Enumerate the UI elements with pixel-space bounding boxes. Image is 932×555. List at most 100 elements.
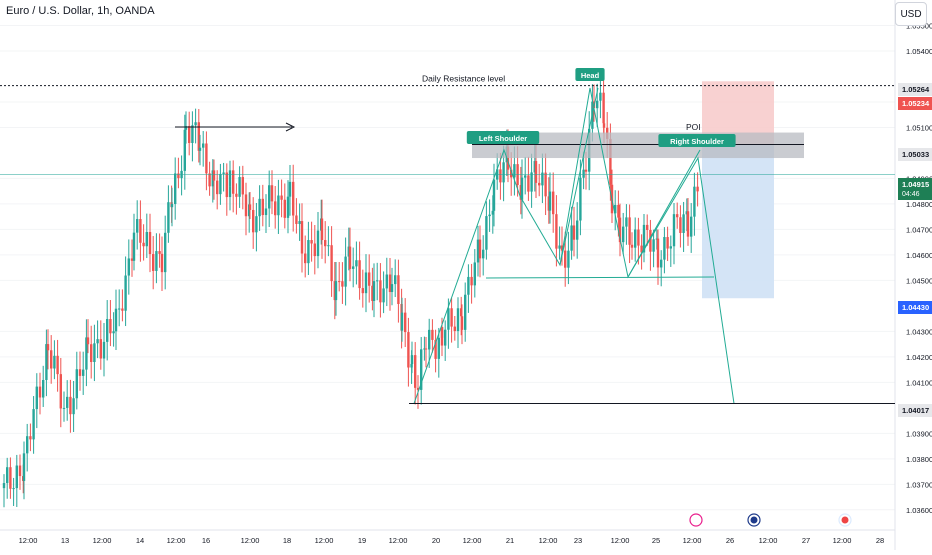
candle [584, 151, 588, 190]
candle-body [609, 138, 612, 185]
candle [390, 267, 394, 306]
candle-body [355, 260, 358, 267]
candle [50, 335, 53, 384]
price-tag-bg [898, 83, 932, 96]
candle-body [552, 191, 555, 215]
candle-body [416, 387, 420, 390]
candle-body [473, 262, 476, 286]
candle [45, 329, 48, 397]
candle [15, 454, 18, 507]
candle [292, 164, 295, 232]
candle-body [628, 217, 631, 245]
candle [642, 214, 646, 263]
candle [241, 165, 244, 210]
candle [2, 474, 6, 508]
time-tick: 23 [574, 536, 582, 545]
candle [174, 157, 177, 220]
candle-body [62, 407, 66, 409]
candle [646, 214, 649, 246]
candle [90, 325, 93, 379]
arrow-head [285, 122, 296, 132]
candle-body [292, 181, 295, 216]
candle-body [622, 226, 625, 243]
candle [228, 160, 232, 200]
candle-body [385, 274, 388, 289]
candle-body [397, 275, 400, 305]
candle [320, 199, 324, 259]
candle [538, 163, 541, 197]
candle [124, 256, 127, 327]
candle [614, 190, 617, 231]
candle-body [634, 229, 637, 248]
candle [222, 162, 225, 192]
candle-body [238, 177, 241, 197]
candle-body [400, 312, 404, 331]
candle-body [456, 308, 460, 332]
candle [423, 336, 426, 361]
candle-body [46, 344, 50, 351]
candle [672, 202, 676, 265]
candle-body [334, 281, 338, 301]
candle-body [72, 398, 75, 415]
time-tick: 14 [136, 536, 144, 545]
candle [482, 235, 485, 276]
candle [410, 341, 414, 374]
candle [194, 108, 197, 144]
candle-body [453, 326, 456, 332]
price-tick: 1.04700 [906, 225, 932, 234]
price-tick: 1.03800 [906, 455, 932, 464]
candle-body [35, 386, 38, 410]
candle [344, 237, 347, 306]
candle [132, 213, 136, 271]
candle [431, 319, 434, 353]
candle-body [444, 329, 447, 346]
candle-body [283, 199, 286, 218]
take-profit-zone [702, 144, 774, 299]
candle-body [464, 294, 467, 330]
circle-event-icon-dot [750, 516, 758, 524]
currency-button[interactable]: USD [895, 2, 927, 26]
time-tick: 12:00 [167, 536, 186, 545]
candle [622, 212, 625, 255]
candle-body [617, 204, 620, 218]
price-tick: 1.04100 [906, 378, 932, 387]
candle [544, 153, 547, 216]
candle [527, 156, 530, 201]
candle-body [167, 202, 170, 233]
candle-body [478, 239, 482, 259]
candle-body [330, 245, 333, 282]
candle [264, 194, 268, 233]
candle [148, 213, 152, 273]
candle [6, 457, 9, 499]
candle [693, 172, 696, 236]
time-tick: 12:00 [611, 536, 630, 545]
candle [121, 289, 124, 322]
candle-body [344, 256, 347, 287]
candle-body [148, 231, 152, 255]
candle [434, 329, 437, 373]
candle-body [646, 224, 649, 230]
candle [261, 184, 264, 227]
candle [467, 264, 470, 313]
candle [404, 298, 407, 348]
candle-body [388, 274, 392, 293]
candle-body [379, 280, 382, 303]
candle [637, 217, 640, 265]
candle-body [524, 175, 527, 178]
candle [368, 254, 371, 303]
candle [476, 225, 480, 277]
candle [400, 297, 404, 342]
candle [388, 258, 392, 311]
candle-body [669, 246, 672, 249]
candle-body [682, 214, 685, 233]
candle-body [26, 436, 29, 454]
price-tick: 1.03900 [906, 429, 932, 438]
candle [376, 262, 379, 301]
candle-body [618, 217, 622, 243]
candle-body [534, 161, 538, 183]
candle-body [570, 225, 573, 251]
candle-body [410, 355, 414, 365]
candle-body [59, 374, 62, 409]
